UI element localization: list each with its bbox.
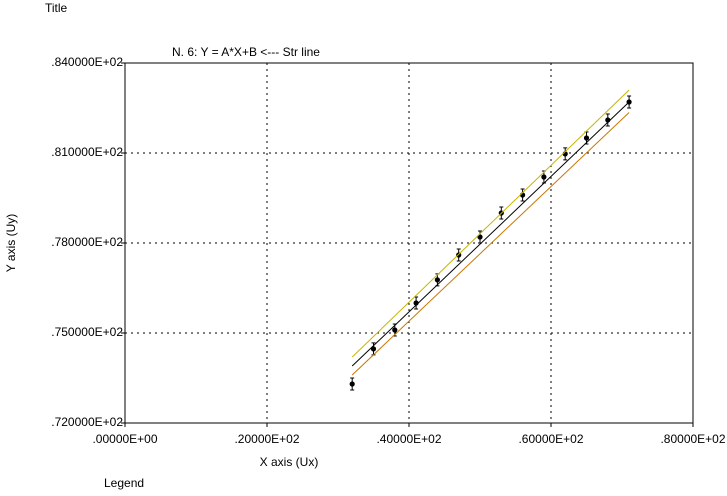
chart-subtitle: N. 6: Y = A*X+B <--- Str line bbox=[172, 45, 320, 59]
fit-line bbox=[351, 89, 630, 358]
x-tick-label: .60000E+02 bbox=[518, 432, 583, 446]
x-tick-label: .20000E+02 bbox=[234, 432, 299, 446]
x-tick-label: .00000E+00 bbox=[92, 432, 157, 446]
fit-line bbox=[351, 112, 630, 376]
y-tick-label: .720000E+02 bbox=[51, 415, 123, 429]
y-tick-label: .840000E+02 bbox=[51, 55, 123, 69]
data-point bbox=[541, 174, 547, 180]
y-tick-label: .780000E+02 bbox=[51, 235, 123, 249]
chart-title: Title bbox=[45, 1, 68, 15]
y-axis-label: Y axis (Uy) bbox=[4, 214, 18, 272]
data-point bbox=[434, 277, 440, 283]
data-point bbox=[349, 381, 355, 387]
data-point bbox=[392, 327, 398, 333]
x-tick-label: .80000E+02 bbox=[660, 432, 725, 446]
x-axis-label: X axis (Ux) bbox=[260, 455, 319, 469]
x-tick-label: .40000E+02 bbox=[376, 432, 441, 446]
y-tick-label: .810000E+02 bbox=[51, 145, 123, 159]
y-tick-label: .750000E+02 bbox=[51, 325, 123, 339]
data-point bbox=[583, 135, 590, 141]
fit-line bbox=[351, 101, 630, 367]
legend-title: Legend bbox=[104, 476, 144, 490]
